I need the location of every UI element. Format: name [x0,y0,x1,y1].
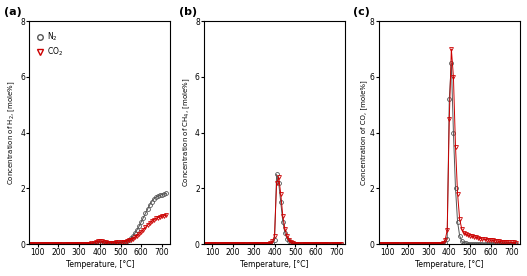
X-axis label: Temperature, [°C]: Temperature, [°C] [65,260,134,269]
Text: (b): (b) [179,7,197,17]
Legend: N$_2$, CO$_2$: N$_2$, CO$_2$ [36,30,64,59]
Text: (c): (c) [354,7,370,17]
X-axis label: Temperature, [°C]: Temperature, [°C] [240,260,309,269]
Text: (a): (a) [4,7,22,17]
Y-axis label: Concentration of CH$_4$, [mole%]: Concentration of CH$_4$, [mole%] [182,78,192,187]
Y-axis label: Concentration of CO, [mole%]: Concentration of CO, [mole%] [360,80,367,185]
X-axis label: Temperature, [°C]: Temperature, [°C] [415,260,484,269]
Y-axis label: Concentration of H$_2$, [mole%]: Concentration of H$_2$, [mole%] [7,80,17,185]
